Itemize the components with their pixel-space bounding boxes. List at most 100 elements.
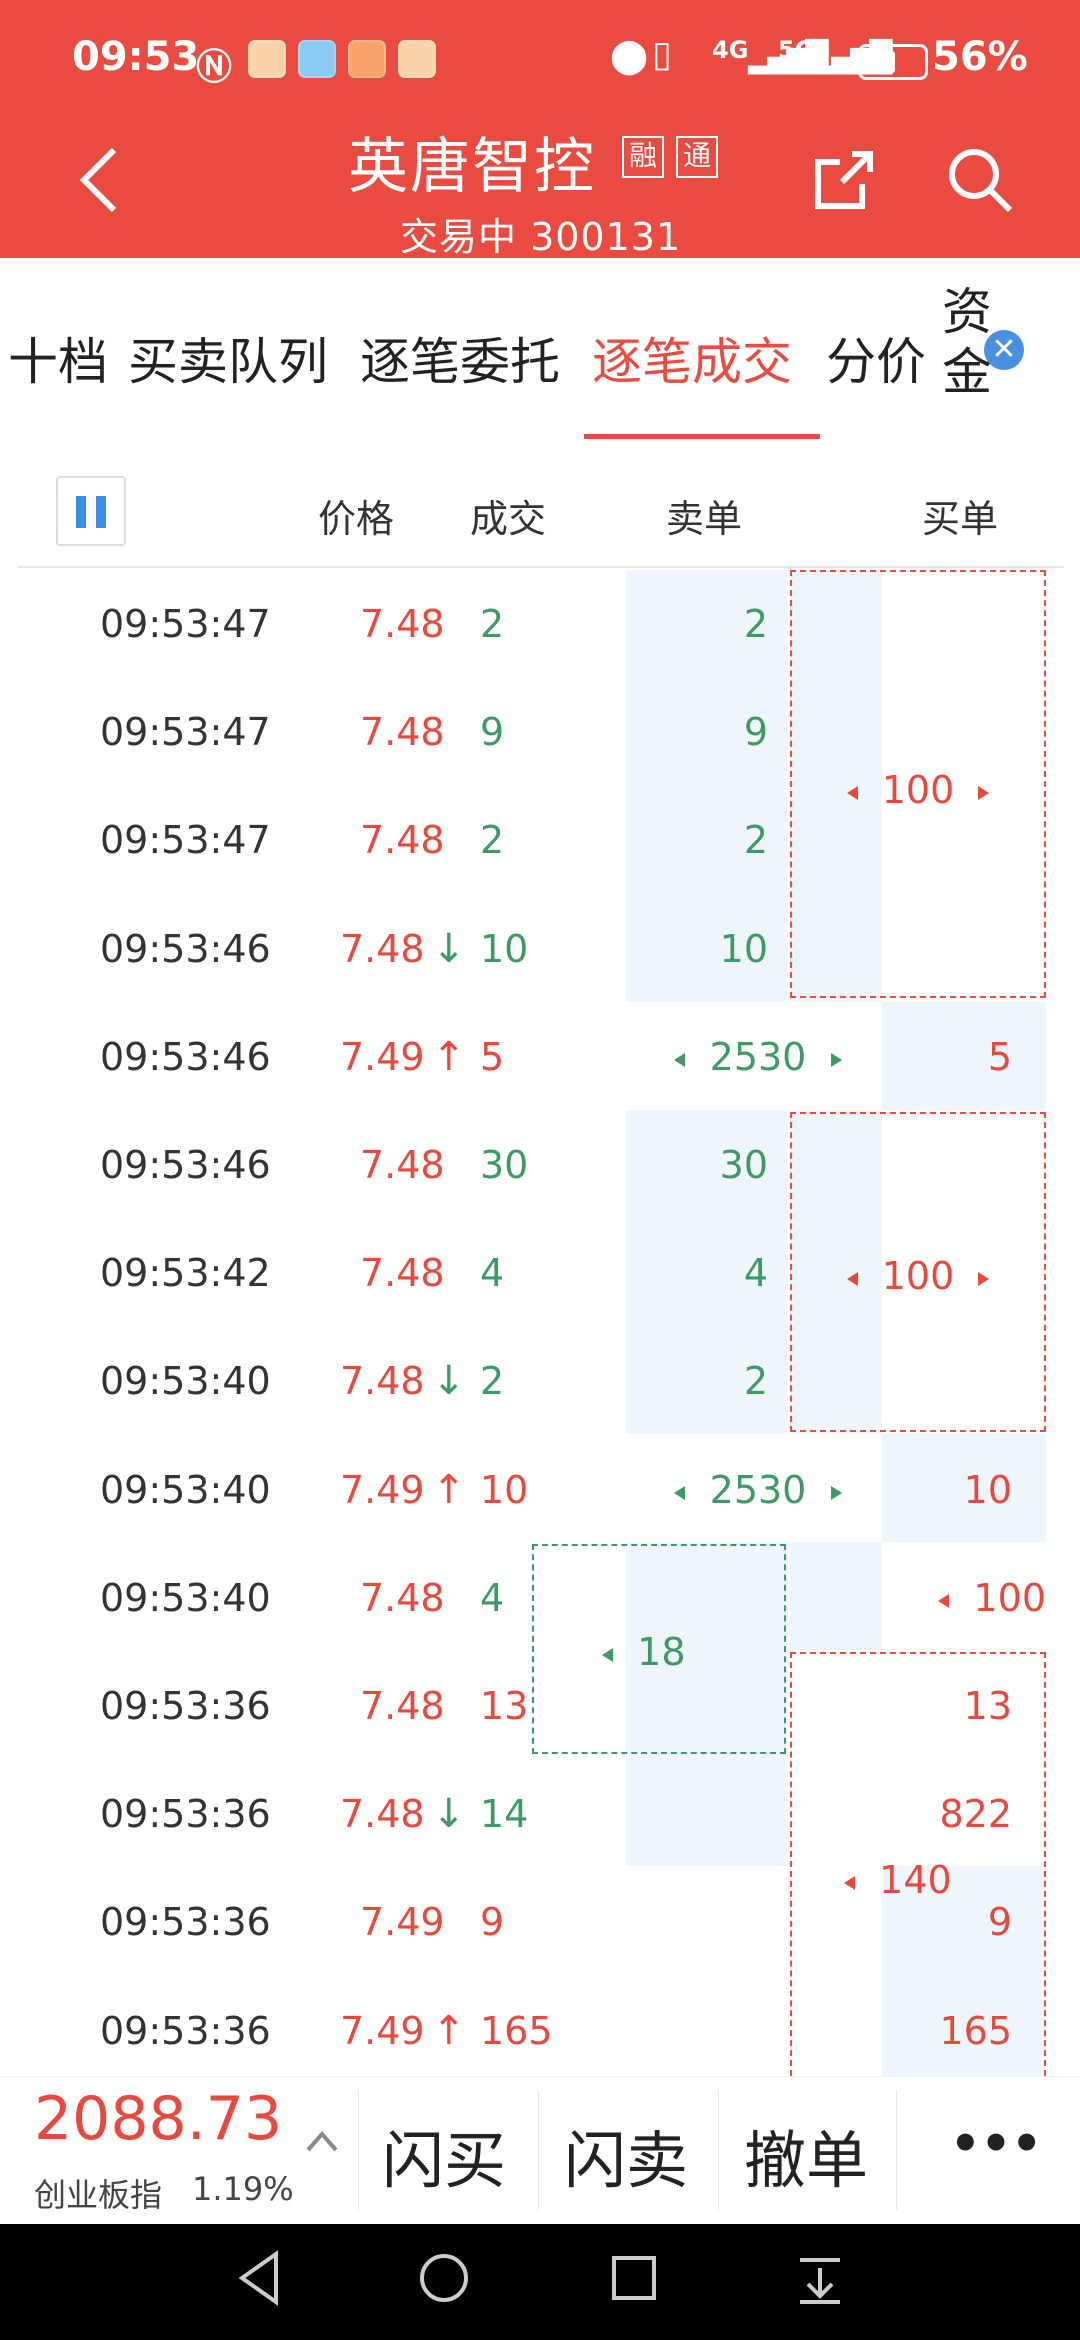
buy-order-group [790, 1112, 1046, 1432]
trade-price: 7.48 [360, 710, 445, 754]
buy-highlight [882, 1866, 1046, 2076]
tab-ten-levels[interactable]: 十档 [8, 333, 108, 391]
trade-price: 7.49 [340, 1035, 425, 1079]
sell-order: 4 [743, 1251, 768, 1295]
trade-volume: 13 [480, 1684, 529, 1728]
sell-order-merged: 2530 [626, 1460, 890, 1520]
search-icon[interactable] [946, 146, 1014, 214]
nfc-icon: Ⓝ [196, 47, 233, 88]
signal-5g-label: 5G [778, 36, 815, 64]
right-triangle-icon [978, 785, 990, 800]
buy-group-label: 140 [844, 1850, 952, 1910]
left-triangle-icon [674, 1052, 686, 1067]
system-nav-bar [0, 2224, 1080, 2340]
trade-price: 7.49 [340, 1468, 425, 1512]
sell-highlight [626, 1110, 788, 1434]
stock-name: 英唐智控 [348, 132, 596, 202]
buy-order: 5 [987, 1035, 1012, 1079]
buy-order-group [790, 1652, 1046, 2076]
trade-time: 09:53:40 [100, 1468, 271, 1512]
tab-funds[interactable]: 资金 [942, 283, 992, 401]
trade-volume: 4 [480, 1251, 505, 1295]
share-icon[interactable] [812, 148, 876, 212]
pause-button[interactable] [56, 476, 126, 546]
margin-tag: 融 [622, 136, 664, 178]
trade-time: 09:53:47 [100, 818, 271, 862]
up-arrow-icon: ↑ [432, 1467, 466, 1513]
status-time: 09:53 [72, 34, 200, 80]
nav-recents-icon[interactable] [604, 2248, 664, 2308]
right-triangle-icon [830, 1485, 842, 1500]
buy-order: 9 [987, 1900, 1012, 1944]
tab-order-by-order[interactable]: 逐笔委托 [360, 333, 560, 391]
down-arrow-icon: ↓ [432, 926, 466, 972]
left-triangle-icon [674, 1485, 686, 1500]
tab-order-queue[interactable]: 买卖队列 [128, 333, 328, 391]
trade-time: 09:53:42 [100, 1251, 271, 1295]
left-triangle-icon [846, 785, 858, 800]
cancel-order-button[interactable]: 撤单 [744, 2124, 869, 2197]
trade-price: 7.48 [340, 1359, 425, 1403]
chevron-up-icon[interactable] [304, 2126, 340, 2156]
bottom-action-bar [0, 2076, 1080, 2225]
col-header-sell: 卖单 [666, 497, 743, 541]
nav-notification-pull-icon[interactable] [790, 2248, 850, 2308]
left-triangle-icon [844, 1875, 855, 1890]
buy-group-label: 100 [790, 760, 1046, 820]
left-triangle-icon [938, 1593, 950, 1608]
up-arrow-icon: ↑ [432, 2008, 466, 2054]
sell-order-merged: 2530 [626, 1027, 890, 1087]
weather-notification-icon [298, 40, 336, 78]
buy-highlight [882, 1002, 1046, 1110]
trade-volume: 5 [480, 1035, 505, 1079]
tab-trade-by-trade[interactable]: 逐笔成交 [592, 333, 792, 391]
sell-group-label: 18 [602, 1622, 686, 1682]
trade-volume: 9 [480, 710, 505, 754]
right-triangle-icon [978, 1271, 990, 1286]
connect-tag: 通 [676, 136, 718, 178]
app-header: 09:53 Ⓝ ⬤ ▯ 4G ▂▄▆█ 5G ▂▄▆█ 56% 英唐智控 融 通… [0, 0, 1080, 259]
index-value[interactable]: 2088.73 [34, 2084, 283, 2154]
flash-buy-button[interactable]: 闪买 [382, 2124, 507, 2197]
trade-volume: 10 [480, 927, 529, 971]
trade-time: 09:53:36 [100, 1792, 271, 1836]
col-header-volume: 成交 [470, 497, 547, 541]
trade-price: 7.49 [340, 2009, 425, 2053]
sell-order: 10 [719, 927, 768, 971]
header-divider [18, 566, 1064, 568]
nav-home-icon[interactable] [414, 2248, 474, 2308]
index-change: 1.19% [192, 2170, 294, 2208]
signal-4g-icon: ▂▄▆█ [748, 40, 828, 75]
flash-sell-button[interactable]: 闪卖 [564, 2124, 689, 2197]
up-arrow-icon: ↑ [432, 1034, 466, 1080]
trade-price: 7.48 [340, 1792, 425, 1836]
tab-price-distribution[interactable]: 分价 [826, 333, 926, 391]
buy-group-label: 100 [790, 1246, 1046, 1306]
back-icon[interactable] [70, 140, 130, 220]
trade-volume: 2 [480, 602, 505, 646]
trade-price: 7.48 [360, 818, 445, 862]
sell-highlight [626, 1542, 788, 1866]
sell-order: 9 [743, 710, 768, 754]
vibrate-icon: ▯ [652, 34, 672, 75]
index-name: 创业板指 [34, 2176, 163, 2214]
trade-price: 7.48 [360, 1576, 445, 1620]
nav-back-icon[interactable] [230, 2248, 290, 2308]
sell-order-group [532, 1544, 786, 1754]
buy-order: 10 [963, 1468, 1012, 1512]
trade-time: 09:53:46 [100, 1035, 271, 1079]
mail-notification-icon [398, 40, 436, 78]
sell-order: 30 [719, 1143, 768, 1187]
sell-order: 2 [743, 818, 768, 862]
app-notification-icon [248, 40, 286, 78]
sell-highlight [626, 570, 788, 1002]
close-badge-icon[interactable]: ✕ [984, 330, 1024, 370]
sell-order: 2 [743, 1359, 768, 1403]
more-button[interactable]: ••• [950, 2116, 1043, 2172]
buy-order: 100 [882, 1568, 1046, 1628]
right-triangle-icon [830, 1052, 842, 1067]
trade-price: 7.48 [360, 1143, 445, 1187]
trade-time: 09:53:47 [100, 602, 271, 646]
trade-time: 09:53:40 [100, 1359, 271, 1403]
buy-order-group [790, 570, 1046, 998]
